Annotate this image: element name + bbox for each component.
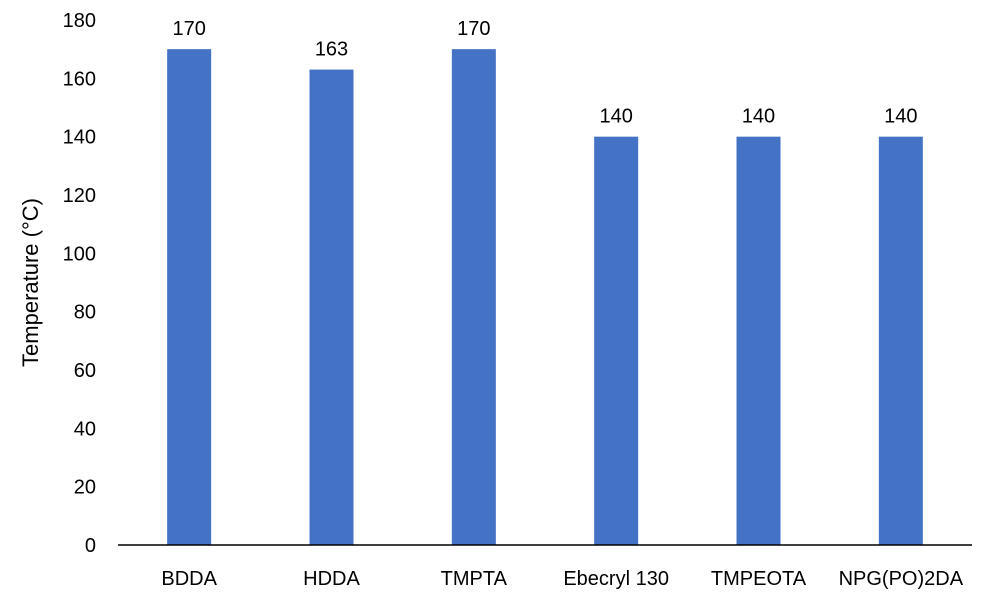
y-tick-label: 140: [63, 127, 96, 149]
y-tick-label: 80: [74, 302, 96, 324]
x-tick-label: TMPEOTA: [711, 568, 807, 590]
x-tick-label: BDDA: [161, 568, 217, 590]
data-labels-group: 170 163 170 140 140 140: [172, 18, 917, 128]
bars-group: [167, 49, 923, 546]
y-tick-label: 160: [63, 68, 96, 90]
y-tick-label: 20: [74, 477, 96, 499]
y-tick-label: 180: [63, 10, 96, 32]
x-tick-label: HDDA: [303, 568, 360, 590]
x-tick-label: NPG(PO)2DA: [839, 568, 964, 590]
y-tick-label: 60: [74, 360, 96, 382]
y-axis-ticks: 0 20 40 60 80 100 120 140 160 180: [63, 10, 96, 557]
x-tick-label: TMPTA: [441, 568, 508, 590]
y-tick-label: 40: [74, 418, 96, 440]
x-axis-ticks: BDDA HDDA TMPTA Ebecryl 130 TMPEOTA NPG(PO)2D…: [161, 568, 963, 590]
y-tick-label: 120: [63, 185, 96, 207]
y-axis-title: Temperature (°C): [18, 198, 43, 367]
bar: [451, 49, 496, 546]
data-label: 163: [315, 39, 348, 61]
bar: [309, 69, 354, 545]
bar: [878, 136, 923, 545]
bar: [594, 136, 639, 545]
data-label: 140: [884, 106, 917, 128]
bar: [167, 49, 212, 546]
data-label: 140: [599, 106, 632, 128]
y-tick-label: 100: [63, 243, 96, 265]
x-tick-label: Ebecryl 130: [563, 568, 669, 590]
data-label: 170: [172, 18, 205, 40]
y-tick-label: 0: [85, 535, 96, 557]
data-label: 170: [457, 18, 490, 40]
data-label: 140: [742, 106, 775, 128]
bar: [736, 136, 781, 545]
